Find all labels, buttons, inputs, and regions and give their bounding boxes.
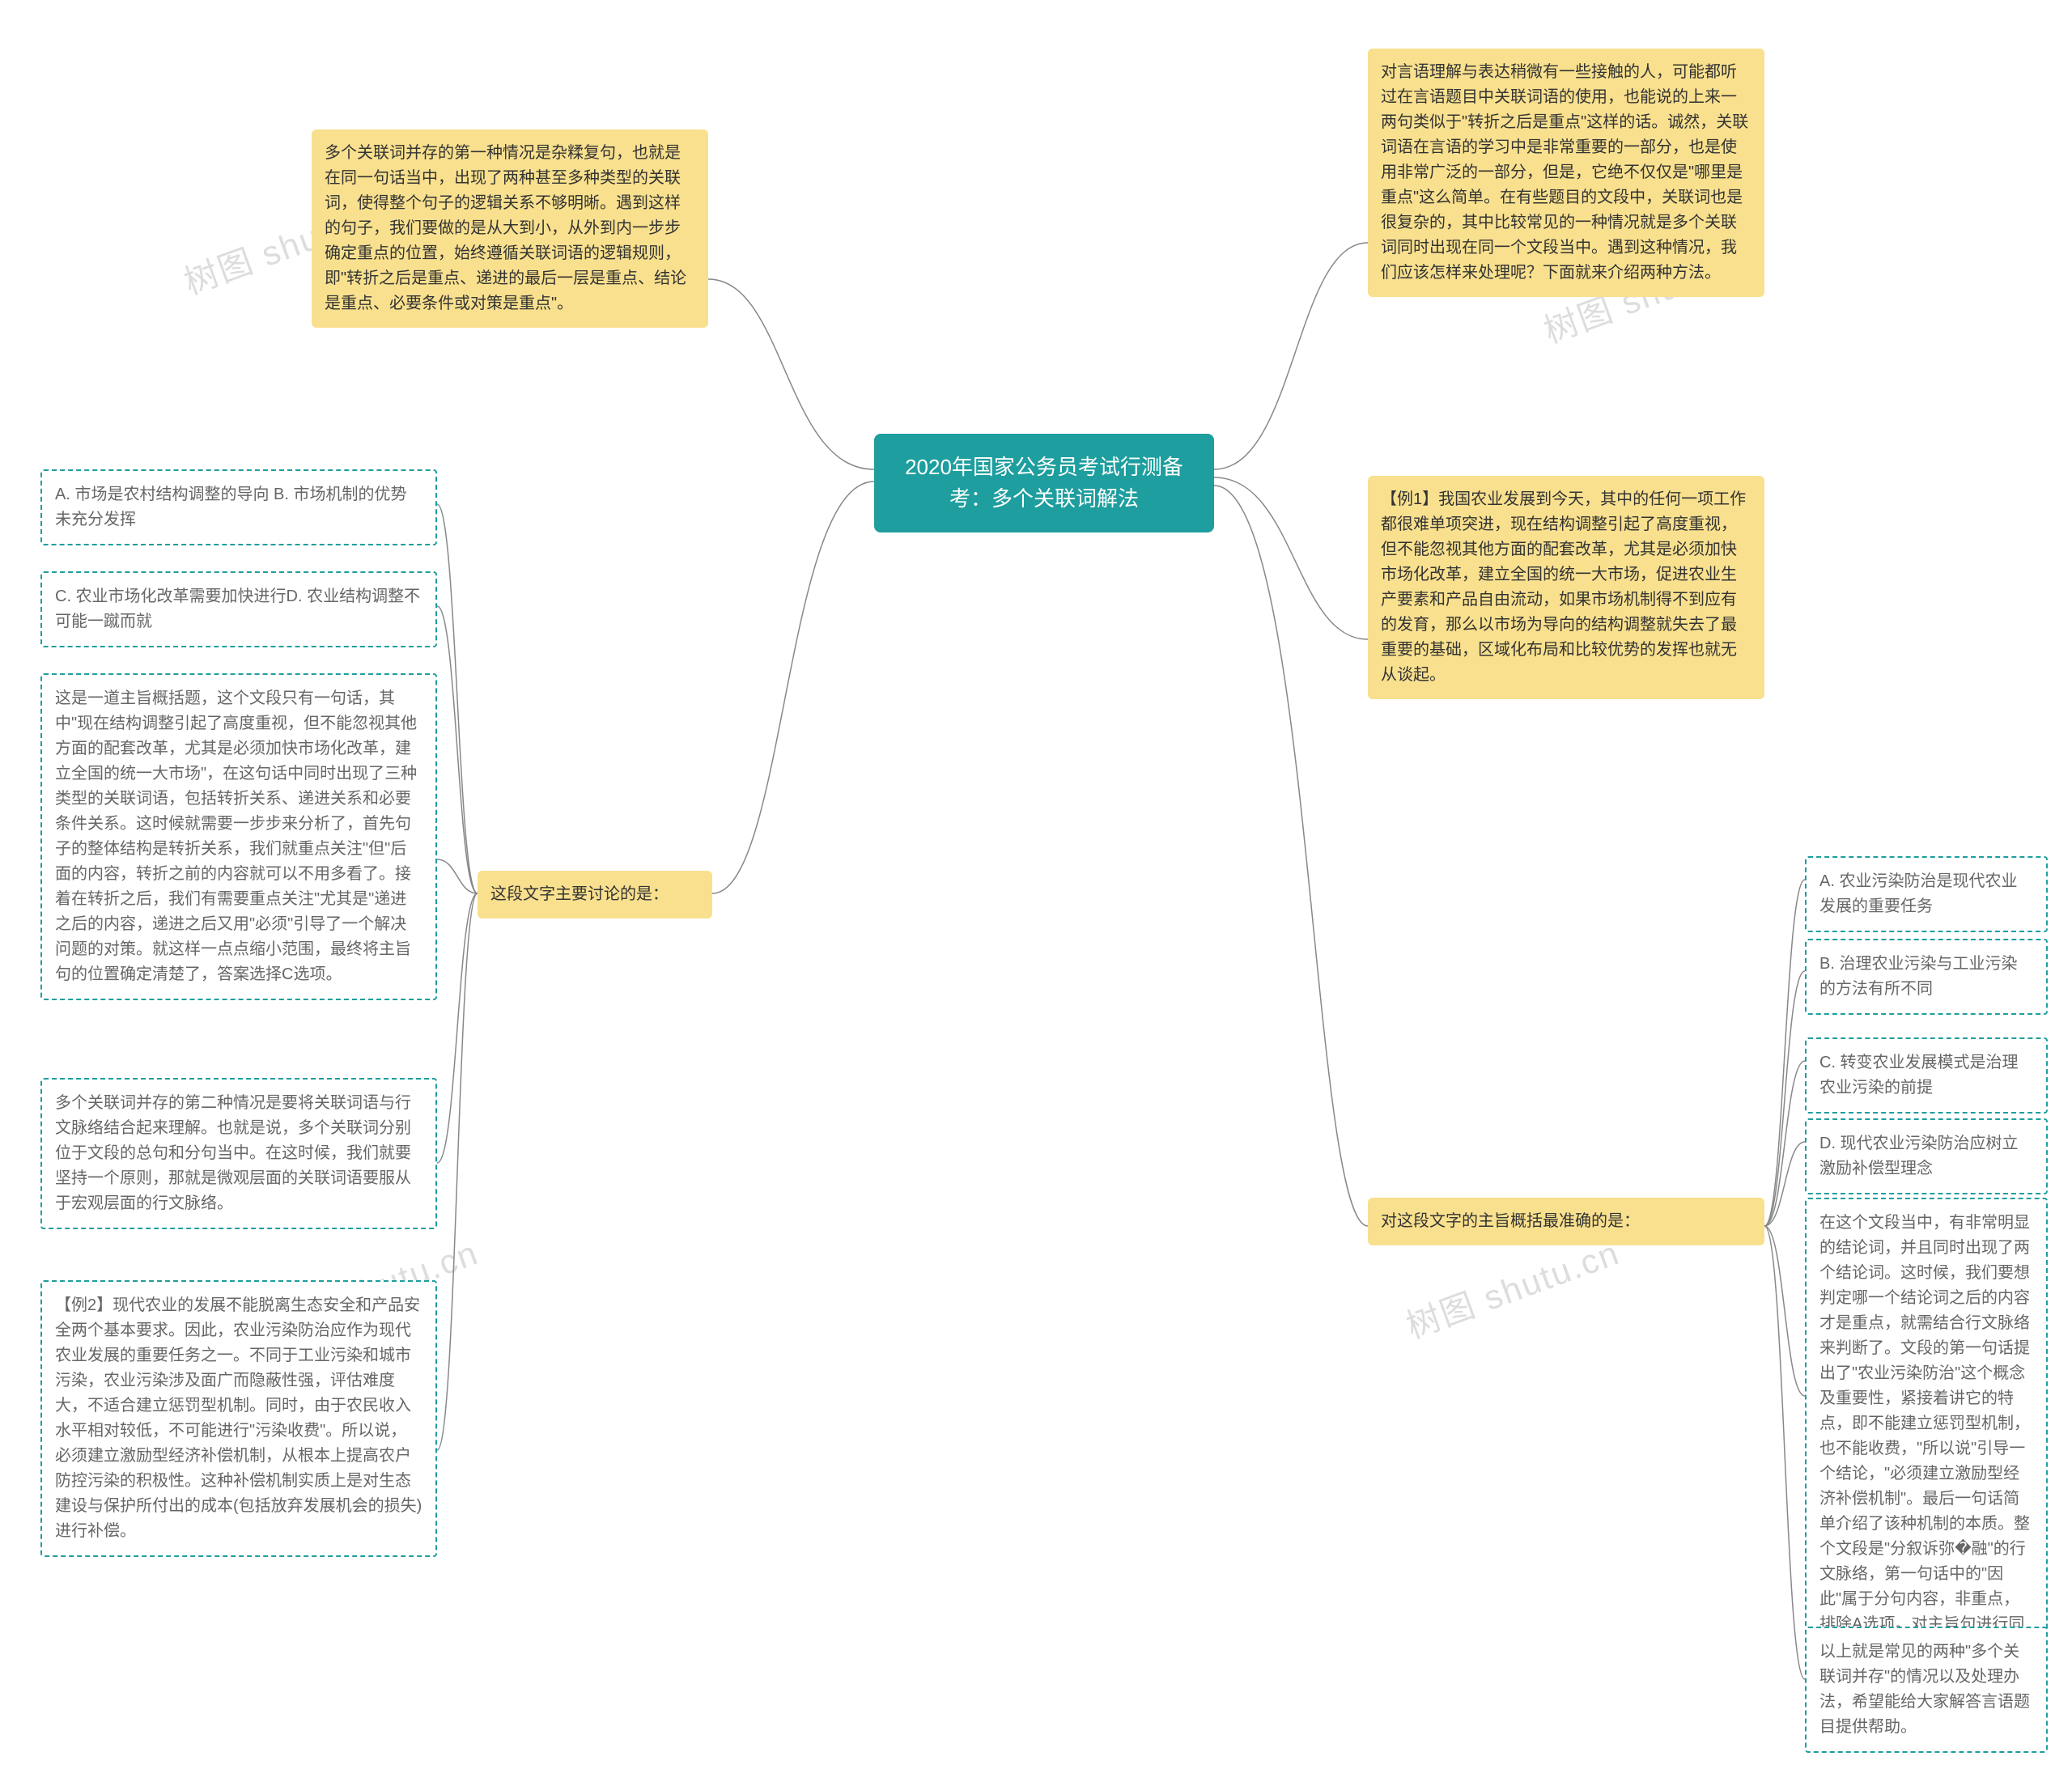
node-l2d: 多个关联词并存的第二种情况是要将关联词语与行文脉络结合起来理解。也就是说，多个关…: [40, 1078, 437, 1229]
node-r1: 对言语理解与表达稍微有一些接触的人，可能都听过在言语题目中关联词语的使用，也能说…: [1368, 49, 1764, 297]
node-l2c: 这是一道主旨概括题，这个文段只有一句话，其中"现在结构调整引起了高度重视，但不能…: [40, 673, 437, 1000]
node-l2e: 【例2】现代农业的发展不能脱离生态安全和产品安全两个基本要求。因此，农业污染防治…: [40, 1280, 437, 1557]
node-r2: 【例1】我国农业发展到今天，其中的任何一项工作都很难单项突进，现在结构调整引起了…: [1368, 476, 1764, 699]
node-l2b: C. 农业市场化改革需要加快进行D. 农业结构调整不可能一蹴而就: [40, 571, 437, 647]
node-r3a: A. 农业污染防治是现代农业发展的重要任务: [1805, 856, 2048, 932]
node-r3b: B. 治理农业污染与工业污染的方法有所不同: [1805, 939, 2048, 1015]
center-node: 2020年国家公务员考试行测备考：多个关联词解法: [874, 434, 1214, 532]
node-l1: 多个关联词并存的第一种情况是杂糅复句，也就是在同一句话当中，出现了两种甚至多种类…: [312, 129, 708, 328]
node-r3d: D. 现代农业污染防治应树立激励补偿型理念: [1805, 1118, 2048, 1194]
node-r3c: C. 转变农业发展模式是治理农业污染的前提: [1805, 1037, 2048, 1114]
node-r3e: 在这个文段当中，有非常明显的结论词，并且同时出现了两个结论词。这时候，我们要想判…: [1805, 1198, 2048, 1700]
node-r3: 对这段文字的主旨概括最准确的是：: [1368, 1198, 1764, 1245]
node-l2: 这段文字主要讨论的是：: [478, 871, 712, 918]
node-r3f: 以上就是常见的两种"多个关联词并存"的情况以及处理办法，希望能给大家解答言语题目…: [1805, 1627, 2048, 1753]
node-l2a: A. 市场是农村结构调整的导向 B. 市场机制的优势未充分发挥: [40, 469, 437, 545]
